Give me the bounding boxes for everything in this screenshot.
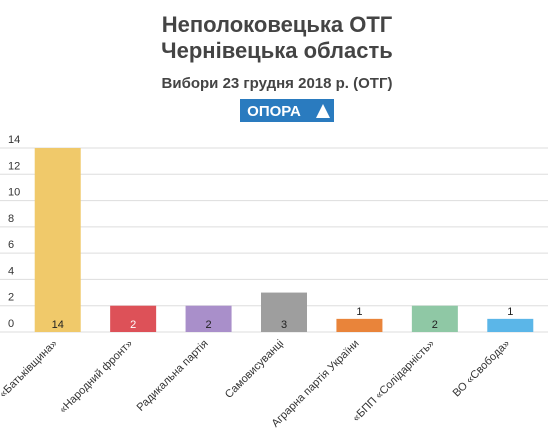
chart-title: Неполоковецька ОТГ [162,12,393,37]
x-tick-label: Самовисуванці [223,338,286,401]
x-tick-label: Аграрна партія України [269,338,361,430]
bar [34,148,81,332]
y-tick-label: 6 [8,239,14,251]
y-tick-label: 14 [8,134,20,146]
value-label: 2 [206,319,212,331]
y-tick-label: 8 [8,213,14,225]
value-label: 1 [507,306,513,318]
logo-icon [316,104,330,118]
value-label: 2 [432,319,438,331]
x-tick-label: «Народний фронт» [57,338,135,416]
bar [487,318,534,332]
logo: ОПОРА [247,103,301,120]
x-tick-label: «БПП «Солідарність» [350,338,437,425]
bar [185,305,232,332]
chart-subtitle: Вибори 23 грудня 2018 р. (ОТГ) [162,75,393,92]
bar [261,292,307,332]
y-tick-label: 12 [8,160,20,172]
y-tick-label: 0 [8,318,14,330]
logo-box [240,99,334,122]
value-label: 2 [130,319,136,331]
x-tick-label: Радикальна партія [135,338,211,414]
y-tick-label: 2 [8,292,14,304]
bar [336,318,383,332]
y-tick-label: 10 [8,187,20,199]
bar [411,305,458,332]
bar [110,305,157,332]
x-tick-label: «Батьківщина» [0,338,60,401]
value-label: 1 [356,306,362,318]
chart-title: Чернівецька область [161,38,393,63]
y-tick-label: 4 [8,265,14,277]
x-tick-label: ВО «Свобода» [451,338,513,400]
value-label: 3 [281,319,287,331]
value-label: 14 [52,319,64,331]
